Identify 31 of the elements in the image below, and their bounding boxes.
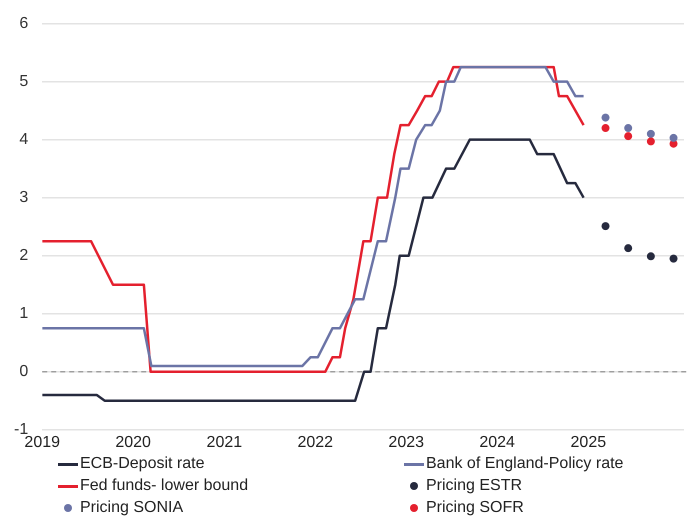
x-tick-label: 2024 — [479, 434, 516, 451]
x-tick-label: 2022 — [297, 434, 334, 451]
point — [624, 132, 632, 140]
x-tick-label: 2020 — [115, 434, 152, 451]
x-tick-label: 2023 — [388, 434, 424, 451]
y-tick-label: 5 — [19, 73, 28, 90]
point — [624, 244, 632, 252]
legend-label: Pricing ESTR — [426, 476, 522, 494]
x-tick-label: 2019 — [24, 434, 60, 451]
point — [670, 134, 678, 142]
legend-label: Fed funds- lower bound — [80, 476, 248, 494]
y-tick-label: 3 — [19, 189, 28, 206]
point — [602, 124, 610, 132]
point — [602, 222, 610, 230]
x-tick-label: 2025 — [570, 434, 606, 451]
point — [670, 254, 678, 263]
legend-label: Bank of England-Policy rate — [426, 454, 624, 472]
point — [624, 124, 632, 132]
y-tick-label: 2 — [19, 247, 28, 264]
y-tick-label: 0 — [19, 363, 28, 380]
point — [602, 114, 610, 122]
y-tick-label: 4 — [19, 131, 28, 148]
point — [646, 252, 655, 260]
legend-label: Pricing SOFR — [426, 498, 524, 516]
x-tick-label: 2021 — [206, 434, 242, 451]
legend-label: Pricing SONIA — [80, 498, 184, 516]
y-tick-label: 1 — [19, 305, 28, 322]
point — [646, 137, 655, 146]
point — [646, 130, 655, 138]
legend-label: ECB-Deposit rate — [80, 454, 204, 472]
y-tick-label: 6 — [19, 15, 28, 32]
